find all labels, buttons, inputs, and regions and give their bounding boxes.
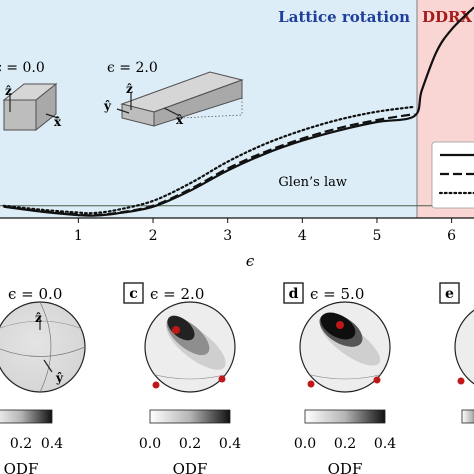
box-z-label: ẑ — [126, 82, 133, 96]
cube-x-axis — [45, 113, 59, 119]
colorbar-3-label: ODF — [328, 460, 363, 474]
inset-box-eps2: ϵ = 2.0 ẑ ŷ x̂ — [103, 60, 244, 127]
lattice-rotation-label: Lattice rotation — [278, 8, 410, 26]
x-tick-label: 1 — [74, 228, 83, 244]
colorbar-4 — [461, 409, 474, 424]
stereonet-d-pole — [307, 380, 315, 388]
x-tick-label: 2 — [149, 228, 158, 244]
box-x-label: x̂ — [176, 113, 184, 127]
series-solid-line — [3, 6, 474, 217]
colorbar-2-tick: 0.4 — [219, 436, 241, 452]
colorbar-1: 0.2 0.4 ODF — [0, 409, 63, 474]
stereonet-c-odf-core — [167, 315, 195, 341]
bottom-panel: ϵ = 0.0 ẑ ŷ c ϵ = 2.0 — [0, 282, 474, 474]
stereonet-eps0-gridline — [0, 346, 85, 357]
stereonet-d-pole — [373, 376, 381, 384]
stereonet-eps0-y-label: ŷ — [55, 371, 64, 385]
colorbar-4-bar — [461, 409, 474, 424]
colorbar-1-label: ODF — [4, 460, 39, 474]
box-y-label: ŷ — [103, 99, 112, 113]
x-tick-label: 5 — [372, 228, 381, 244]
stereonet-e-pole — [457, 377, 465, 385]
stereonet-eps0-y-axis — [43, 359, 53, 373]
x-tick-label: 4 — [298, 228, 307, 244]
stereonet-e-disk — [454, 309, 474, 385]
box-y-axis — [116, 108, 130, 114]
cube-side-face — [35, 82, 57, 132]
colorbar-2-tick: 0.0 — [139, 436, 161, 452]
cube-front-face — [3, 99, 37, 131]
stereonet-d-eps-label: ϵ = 5.0 — [310, 285, 364, 303]
panel-c-letter: c — [129, 286, 138, 302]
panel-d-letter: d — [289, 286, 299, 302]
stereonet-d-pole — [336, 321, 344, 329]
stereonet-d: d ϵ = 5.0 — [283, 282, 391, 393]
series-dashed-line — [3, 113, 415, 217]
legend — [431, 141, 474, 209]
inset-eps2-label: ϵ = 2.0 — [107, 60, 158, 76]
box-x-axis — [163, 107, 179, 116]
colorbar-3-bar — [304, 409, 386, 424]
cube-x-label: x̂ — [54, 115, 62, 129]
colorbar-2-bar — [149, 409, 231, 424]
inset-eps0-label: ϵ = 0.0 — [0, 60, 45, 76]
colorbar-2-tick: 0.2 — [179, 436, 201, 452]
top-panel: Lattice rotation DDRX ϵ = 0.0 ẑ x̂ ϵ = 2… — [0, 0, 474, 270]
colorbar-2: 0.0 0.2 0.4 ODF — [139, 409, 241, 474]
colorbar-3-tick: 0.2 — [334, 436, 356, 452]
x-axis-label: ϵ — [246, 252, 255, 270]
series-dotted-line — [2, 105, 416, 215]
inset-cube-eps0: ϵ = 0.0 ẑ x̂ — [0, 60, 62, 132]
panel-d-letter-box — [283, 282, 304, 304]
panel-e-letter: e — [445, 286, 454, 302]
stereonet-c-eps-label: ϵ = 2.0 — [150, 285, 204, 303]
glens-law-label: Glen’s law — [278, 175, 347, 190]
stereonet-eps0: ϵ = 0.0 ẑ ŷ — [0, 285, 86, 393]
stereonet-eps0-disk — [0, 301, 86, 393]
stereonet-c-pole — [172, 326, 180, 334]
colorbar-1-tick: 0.2 — [10, 436, 32, 452]
stereonet-eps0-label: ϵ = 0.0 — [8, 285, 62, 303]
x-tick-label: 6 — [447, 228, 456, 244]
colorbar-3-tick: 0.0 — [294, 436, 316, 452]
panel-c-letter-box — [123, 282, 144, 304]
x-tick-label: 3 — [223, 228, 232, 244]
stereonet-c: c ϵ = 2.0 — [123, 282, 236, 393]
stereonet-c-pole — [218, 375, 226, 383]
colorbar-3: 0.0 0.2 0.4 ODF — [294, 409, 396, 474]
x-axis: 1 2 3 4 5 6 ϵ — [0, 217, 474, 270]
cube-z-label: ẑ — [5, 84, 12, 98]
stereonet-c-pole — [152, 381, 160, 389]
stereonet-eps0-z-label: ẑ — [35, 311, 42, 325]
colorbar-3-tick: 0.4 — [374, 436, 396, 452]
stereonet-eps0-gridline — [39, 302, 52, 392]
colorbar-2-label: ODF — [173, 460, 208, 474]
colorbar-1-tick: 0.4 — [41, 436, 63, 452]
panel-e-letter-box — [439, 282, 460, 304]
stereonet-e: e — [439, 282, 474, 385]
colorbar-1-bar — [0, 409, 53, 424]
